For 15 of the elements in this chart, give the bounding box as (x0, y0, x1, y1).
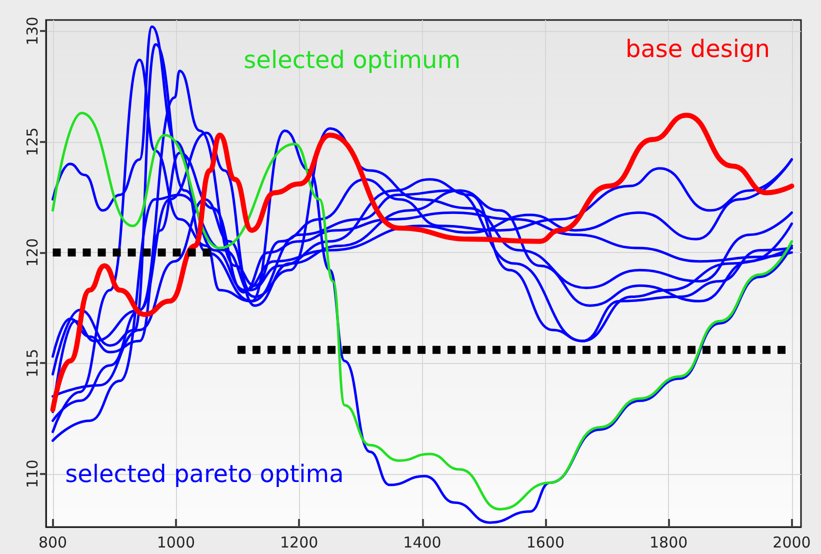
y-tick-label: 125 (24, 127, 42, 156)
text: selected optimum (244, 46, 461, 74)
y-tick-label: 120 (24, 238, 42, 267)
text: selected pareto optima (65, 460, 344, 488)
x-tick-label: 1000 (156, 534, 196, 552)
y-tick-label: 130 (24, 16, 42, 46)
x-tick-label: 1200 (280, 534, 318, 552)
x-tick-label: 800 (38, 534, 68, 552)
x-tick-label: 1400 (403, 534, 442, 552)
x-tick-label: 1600 (526, 534, 565, 552)
text: base design (625, 34, 770, 63)
x-tick-label: 2000 (772, 534, 811, 552)
x-tick-label: 1800 (650, 534, 688, 552)
y-tick-label: 110 (24, 460, 42, 488)
y-tick-label: 115 (24, 348, 42, 378)
